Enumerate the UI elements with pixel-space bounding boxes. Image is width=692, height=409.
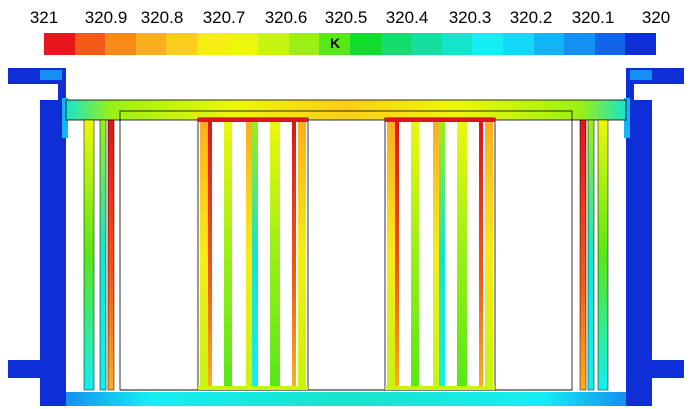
legend-tick-3: 320.7 bbox=[202, 8, 246, 27]
color-bar-segment bbox=[319, 33, 350, 55]
legend-tick-10: 320 bbox=[641, 8, 671, 27]
color-bar-segment bbox=[472, 33, 503, 55]
color-bar-segment bbox=[196, 33, 228, 55]
right-inlet-cool bbox=[630, 70, 652, 80]
legend-tick-7: 320.3 bbox=[448, 8, 492, 27]
bottom-channel bbox=[66, 392, 626, 406]
right-wall bbox=[572, 68, 684, 406]
legend-tick-9: 320.1 bbox=[571, 8, 615, 27]
left-outlet bbox=[8, 360, 40, 378]
top-channel bbox=[66, 100, 626, 120]
left-tube-3 bbox=[107, 119, 115, 391]
legend-tick-4: 320.6 bbox=[264, 8, 308, 27]
color-bar-segment bbox=[227, 33, 259, 55]
unit-label: K bbox=[329, 35, 341, 51]
color-bar-segment bbox=[502, 33, 534, 55]
top-channel-outline bbox=[65, 99, 627, 121]
right-wall-gradient bbox=[624, 98, 630, 138]
right-module bbox=[384, 117, 496, 391]
color-bar-segment bbox=[564, 33, 595, 55]
color-bar-segment bbox=[594, 33, 626, 55]
color-bar-segment bbox=[288, 33, 320, 55]
color-bar-segment bbox=[349, 33, 381, 55]
color-bar-segment bbox=[441, 33, 473, 55]
right-tube-2 bbox=[587, 119, 595, 391]
legend-tick-0: 321 bbox=[29, 8, 59, 27]
left-wall bbox=[8, 68, 120, 406]
color-bar-segment bbox=[105, 33, 136, 55]
left-tube-1 bbox=[83, 119, 95, 391]
right-tube-3 bbox=[597, 119, 609, 391]
inner-outline bbox=[119, 110, 573, 391]
left-module bbox=[197, 117, 309, 391]
left-wall-gradient bbox=[62, 98, 68, 138]
legend-tick-5: 320.5 bbox=[324, 8, 368, 27]
legend-tick-6: 320.4 bbox=[385, 8, 429, 27]
color-bar-segment bbox=[533, 33, 565, 55]
color-bar-segment bbox=[166, 33, 197, 55]
legend-tick-1: 320.9 bbox=[84, 8, 128, 27]
left-inlet-cool bbox=[40, 70, 62, 80]
color-bar-segment bbox=[380, 33, 412, 55]
right-tube-1 bbox=[579, 119, 587, 391]
left-tube-2 bbox=[99, 119, 107, 391]
legend-tick-2: 320.8 bbox=[140, 8, 184, 27]
color-bar-segment bbox=[44, 33, 75, 55]
color-bar-segment bbox=[258, 33, 289, 55]
temperature-field bbox=[8, 68, 684, 406]
color-bar-segment bbox=[411, 33, 442, 55]
color-bar bbox=[44, 33, 656, 55]
color-bar-segment bbox=[135, 33, 167, 55]
color-bar-segment bbox=[625, 33, 656, 55]
color-bar-segment bbox=[74, 33, 106, 55]
right-outlet bbox=[652, 360, 684, 378]
legend-tick-8: 320.2 bbox=[509, 8, 553, 27]
temperature-legend: 321 320.9 320.8 320.7 320.6 320.5 320.4 … bbox=[0, 0, 692, 62]
